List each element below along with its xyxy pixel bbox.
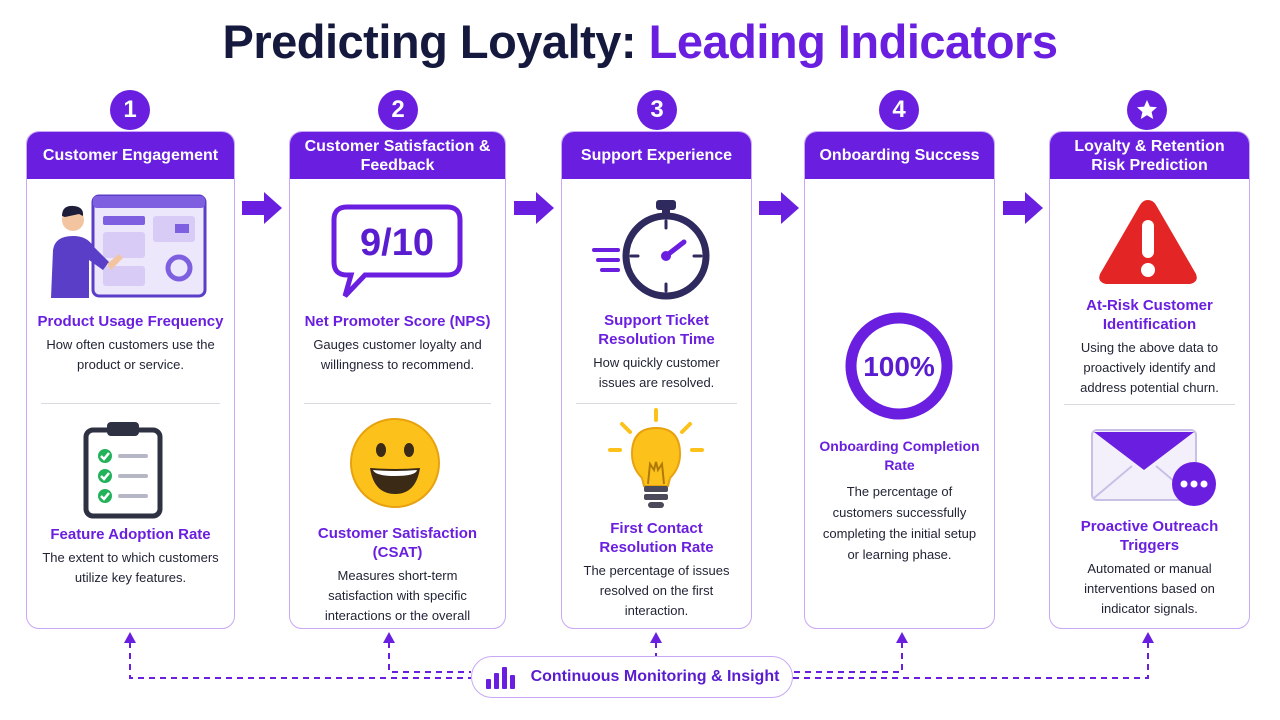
metric-title: Proactive Outreach Triggers	[1080, 518, 1219, 554]
score-text: 9/10	[360, 222, 434, 264]
divider	[576, 403, 737, 404]
divider	[304, 403, 491, 404]
continuous-monitoring-label: Continuous Monitoring & Insight	[530, 668, 780, 685]
step-1-header: Customer Engagement	[27, 132, 234, 179]
metric-title: First Contact Resolution Rate	[599, 520, 714, 556]
step-2-header: Customer Satisfaction & Feedback	[290, 132, 505, 179]
dashboard-user-icon	[51, 194, 207, 298]
flow-arrow-4	[1003, 192, 1043, 224]
divider	[41, 403, 220, 404]
metric-desc: The extent to which customers utilize ke…	[42, 550, 219, 585]
step-5-badge	[1127, 90, 1167, 130]
bar-chart-icon	[485, 667, 515, 689]
step-1-card: Customer Engagement Product Usage Freque…	[26, 131, 235, 629]
metric-desc: Automated or manual interventions based …	[1084, 561, 1215, 616]
warning-triangle-icon	[1099, 200, 1197, 284]
continuous-monitoring-pill: Continuous Monitoring & Insight	[471, 656, 793, 698]
step-3-header: Support Experience	[562, 132, 751, 179]
metric-title: Customer Satisfaction (CSAT)	[317, 525, 478, 561]
support-ticket-resolution-time: Support Ticket Resolution Time How quick…	[562, 311, 751, 393]
step-5-header: Loyalty & Retention Risk Prediction	[1050, 132, 1249, 179]
at-risk-customer-identification: At-Risk Customer Identification Using th…	[1050, 296, 1249, 398]
step-3-badge: 3	[637, 90, 677, 130]
progress-ring-icon: 100%	[845, 312, 953, 420]
metric-title: Support Ticket Resolution Time	[598, 312, 715, 348]
metric-desc: The percentage of issues resolved on the…	[583, 563, 730, 618]
star-icon	[1137, 100, 1157, 119]
metric-desc: Measures short-term satisfaction with sp…	[324, 568, 471, 623]
title-main: Predicting Loyalty:	[222, 15, 649, 68]
customer-satisfaction-csat: Customer Satisfaction (CSAT) Measures sh…	[290, 524, 505, 628]
product-usage-frequency: Product Usage Frequency How often custom…	[27, 312, 234, 375]
title-accent: Leading Indicators	[648, 15, 1058, 68]
metric-title: Net Promoter Score (NPS)	[304, 313, 491, 330]
step-3-card: Support Experience Support Ticket Resolu…	[561, 131, 752, 629]
step-2-badge: 2	[378, 90, 418, 130]
lightbulb-icon	[608, 408, 704, 508]
metric-desc: How often customers use the product or s…	[46, 337, 215, 372]
step-2-card: Customer Satisfaction & Feedback 9/10 Ne…	[289, 131, 506, 629]
metric-title: Onboarding Completion Rate	[819, 438, 980, 473]
envelope-icon	[1091, 429, 1216, 506]
step-4-card: Onboarding Success 100% Onboarding Compl…	[804, 131, 995, 629]
ring-text: 100%	[863, 351, 935, 382]
flow-arrow-2	[514, 192, 554, 224]
net-promoter-score: Net Promoter Score (NPS) Gauges customer…	[290, 312, 505, 375]
step-5-card: Loyalty & Retention Risk Prediction At-R…	[1049, 131, 1250, 629]
smiley-face-icon	[350, 418, 440, 508]
clipboard-checklist-icon	[83, 422, 163, 519]
metric-desc: Using the above data to proactively iden…	[1080, 340, 1219, 395]
feature-adoption-rate: Feature Adoption Rate The extent to whic…	[27, 525, 234, 588]
divider	[1064, 404, 1235, 405]
rating-chat-bubble-icon: 9/10	[331, 204, 463, 298]
flow-arrow-1	[242, 192, 282, 224]
metric-title: Product Usage Frequency	[37, 313, 224, 330]
metric-desc: Gauges customer loyalty and willingness …	[313, 337, 482, 372]
metric-title: At-Risk Customer Identification	[1086, 297, 1213, 333]
proactive-outreach-triggers: Proactive Outreach Triggers Automated or…	[1050, 517, 1249, 619]
flow-arrow-3	[759, 192, 799, 224]
page-title: Predicting Loyalty: Leading Indicators	[0, 14, 1280, 69]
first-contact-resolution-rate: First Contact Resolution Rate The percen…	[562, 519, 751, 621]
step-4-badge: 4	[879, 90, 919, 130]
metric-desc: The percentage of customers successfully…	[822, 484, 977, 562]
step-4-header: Onboarding Success	[805, 132, 994, 179]
step-1-badge: 1	[110, 90, 150, 130]
stopwatch-icon	[592, 200, 710, 300]
metric-title: Feature Adoption Rate	[50, 526, 211, 543]
onboarding-completion-rate: Onboarding Completion Rate The percentag…	[805, 437, 994, 565]
metric-desc: How quickly customer issues are resolved…	[593, 355, 720, 390]
